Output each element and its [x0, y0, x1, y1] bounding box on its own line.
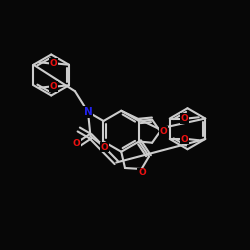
Text: O: O — [181, 134, 188, 143]
Text: O: O — [181, 114, 188, 123]
Text: O: O — [160, 127, 168, 136]
Text: O: O — [72, 139, 80, 148]
Text: N: N — [84, 107, 92, 117]
Text: O: O — [100, 142, 108, 152]
Text: O: O — [50, 59, 58, 68]
Text: O: O — [138, 168, 146, 177]
Text: O: O — [50, 82, 58, 91]
